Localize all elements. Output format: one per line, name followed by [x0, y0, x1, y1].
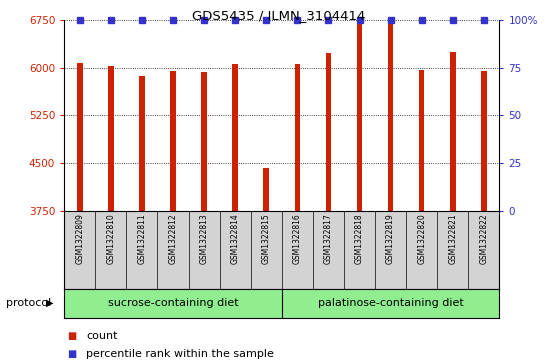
Text: GSM1322820: GSM1322820: [417, 213, 426, 264]
Text: GSM1322815: GSM1322815: [262, 213, 271, 264]
Text: GSM1322813: GSM1322813: [200, 213, 209, 264]
Text: GDS5435 / ILMN_3104414: GDS5435 / ILMN_3104414: [193, 9, 365, 22]
Bar: [201, 72, 207, 211]
Bar: [295, 64, 300, 211]
Text: ■: ■: [67, 349, 76, 359]
Bar: [232, 64, 238, 211]
Text: ■: ■: [67, 331, 76, 341]
Text: GSM1322812: GSM1322812: [169, 213, 177, 264]
Bar: [481, 71, 487, 211]
Bar: [419, 70, 425, 211]
Bar: [170, 72, 176, 211]
Text: percentile rank within the sample: percentile rank within the sample: [86, 349, 275, 359]
Text: GSM1322811: GSM1322811: [137, 213, 146, 264]
Text: GSM1322814: GSM1322814: [230, 213, 239, 264]
Text: GSM1322819: GSM1322819: [386, 213, 395, 264]
Bar: [108, 66, 114, 211]
Bar: [450, 52, 455, 211]
Text: GSM1322810: GSM1322810: [107, 213, 116, 264]
Text: protocol: protocol: [6, 298, 51, 308]
Bar: [263, 168, 269, 211]
Text: sucrose-containing diet: sucrose-containing diet: [108, 298, 238, 308]
Text: ▶: ▶: [46, 298, 53, 308]
Text: GSM1322821: GSM1322821: [448, 213, 457, 264]
Text: GSM1322822: GSM1322822: [479, 213, 488, 264]
Bar: [326, 53, 331, 211]
Bar: [357, 23, 362, 211]
Text: GSM1322809: GSM1322809: [75, 213, 84, 264]
Text: GSM1322816: GSM1322816: [293, 213, 302, 264]
Text: GSM1322818: GSM1322818: [355, 213, 364, 264]
Text: count: count: [86, 331, 118, 341]
Bar: [77, 62, 83, 211]
Bar: [139, 76, 145, 211]
Text: GSM1322817: GSM1322817: [324, 213, 333, 264]
Bar: [388, 20, 393, 211]
Text: palatinose-containing diet: palatinose-containing diet: [318, 298, 464, 308]
